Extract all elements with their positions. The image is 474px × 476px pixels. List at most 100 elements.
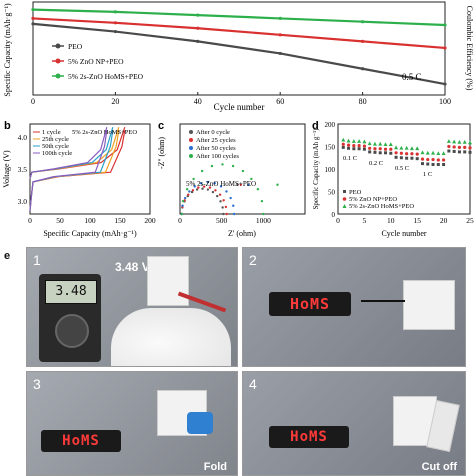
legend-c-marker-100 <box>189 154 193 158</box>
point-d-1-0 <box>342 143 345 146</box>
point-d-0-20 <box>447 150 450 153</box>
legend-d-peo: PEO <box>349 189 362 196</box>
legend-d-marker-zno <box>343 197 347 201</box>
ytick-d-4: 200 <box>325 121 336 129</box>
legend-c-0: After 0 cycle <box>196 129 230 136</box>
point-a-2-1 <box>114 10 117 13</box>
voltage-label: 3.48 V <box>115 260 150 274</box>
panel-c-xlabel: Z' (ohm) <box>228 229 256 238</box>
point-d-1-20 <box>447 145 450 148</box>
point-d-1-13 <box>410 152 413 155</box>
legend-b-50: 50th cycle <box>42 143 69 150</box>
point-d-0-24 <box>469 151 472 154</box>
legend-marker-homs <box>56 74 61 79</box>
xtick-d-4: 20 <box>440 216 448 225</box>
led-sign-3: HoMS <box>41 430 121 452</box>
point-c-1-22 <box>225 206 227 208</box>
point-d-0-4 <box>363 148 366 151</box>
legend-c-50: After 50 cycles <box>196 145 236 152</box>
point-d-0-16 <box>426 163 429 166</box>
xtick-d-1: 5 <box>363 216 367 225</box>
xtick-b-3: 150 <box>114 216 126 225</box>
point-d-0-5 <box>368 150 371 153</box>
point-d-1-3 <box>358 144 361 147</box>
point-c-1-16 <box>214 189 216 191</box>
point-d-0-7 <box>379 151 382 154</box>
point-d-0-1 <box>347 147 350 150</box>
point-c-3-14 <box>232 165 234 167</box>
point-d-0-0 <box>342 146 345 149</box>
wire-2 <box>361 300 405 302</box>
point-c-0-20 <box>219 200 221 202</box>
ytick-b-0: 3.0 <box>18 197 28 206</box>
legend-marker-peo <box>56 44 61 49</box>
xtick-d-3: 15 <box>413 216 421 225</box>
point-a-2-0 <box>31 8 34 11</box>
ticklabel-a-0: 0 <box>31 97 35 106</box>
panel-a-ylabel: Specific Capacity (mAh·g⁻¹) <box>3 3 12 97</box>
panel-d-rate-2: 0.5 C <box>395 165 409 172</box>
point-d-1-15 <box>421 158 424 161</box>
legend-c-marker-0 <box>189 130 193 134</box>
panel-a-rate-label: 0.5 C <box>402 72 422 82</box>
panel-c-annotation: 5% 2s-ZnO HoMS+PEO <box>186 180 256 188</box>
point-c-3-24 <box>262 213 264 215</box>
photo-1-multimeter: 1 3.48 3.48 V <box>26 247 238 367</box>
legend-d-homs: 5% 2s-ZnO HoMS+PEO <box>349 203 414 210</box>
point-c-1-6 <box>187 193 189 195</box>
legend-c-marker-25 <box>189 138 193 142</box>
point-d-0-6 <box>373 151 376 154</box>
point-d-1-1 <box>347 144 350 147</box>
panel-c-ylabel: -Z'' (ohm) <box>158 137 166 169</box>
xtick-c-1: 500 <box>216 216 228 225</box>
point-c-2-2 <box>181 205 183 207</box>
point-d-1-11 <box>400 152 403 155</box>
point-c-3-2 <box>182 200 184 202</box>
point-d-1-5 <box>368 147 371 150</box>
panel-b-annotation: 5% 2s-ZnO HoMS+PEO <box>72 129 137 136</box>
panel-c-label: c <box>158 120 164 132</box>
photo-2-number: 2 <box>249 252 257 268</box>
xtick-d-5: 25 <box>466 216 474 225</box>
point-d-0-2 <box>352 147 355 150</box>
xtick-b-0: 0 <box>28 216 32 225</box>
point-c-1-20 <box>222 199 224 201</box>
point-d-0-8 <box>384 151 387 154</box>
xtick-b-2: 100 <box>84 216 96 225</box>
photo-1-number: 1 <box>33 252 41 268</box>
photo-4-caption: Cut off <box>422 461 457 473</box>
point-d-0-10 <box>395 156 398 159</box>
xtick-c-0: 0 <box>178 216 182 225</box>
panel-d-rate-0: 0.1 C <box>343 155 357 162</box>
point-d-1-21 <box>453 145 456 148</box>
panel-b-ylabel: Voltage (V) <box>2 150 11 188</box>
multimeter-dial <box>55 314 89 348</box>
point-d-1-22 <box>458 146 461 149</box>
photo-4-cut-off: 4 HoMS Cut off <box>242 371 466 476</box>
photo-3-caption: Fold <box>204 461 227 473</box>
point-c-2-22 <box>232 205 234 207</box>
ticklabel-a-2: 40 <box>194 97 202 106</box>
point-d-0-22 <box>458 150 461 153</box>
point-d-1-24 <box>468 146 471 149</box>
point-d-1-2 <box>352 144 355 147</box>
panel-d-rate-3: 1 C <box>423 171 432 178</box>
panel-a-ylabel-right: Coulombic Efficiency (%) <box>465 6 474 91</box>
panel-b-xlabel: Specific Capacity (mAh·g⁻¹) <box>43 229 137 238</box>
legend-c-marker-50 <box>189 146 193 150</box>
point-d-1-4 <box>363 144 366 147</box>
legend-b-25: 25th cycle <box>42 136 69 143</box>
ticklabel-a-4: 80 <box>359 97 367 106</box>
point-d-0-11 <box>400 156 403 159</box>
point-a-2-5 <box>443 23 446 26</box>
point-c-0-24 <box>222 213 224 215</box>
ticklabel-a-5: 100 <box>439 97 451 106</box>
point-c-0-16 <box>212 191 214 193</box>
ticklabel-a-3: 60 <box>276 97 284 106</box>
point-c-2-20 <box>229 197 231 199</box>
photo-4-number: 4 <box>249 376 257 392</box>
